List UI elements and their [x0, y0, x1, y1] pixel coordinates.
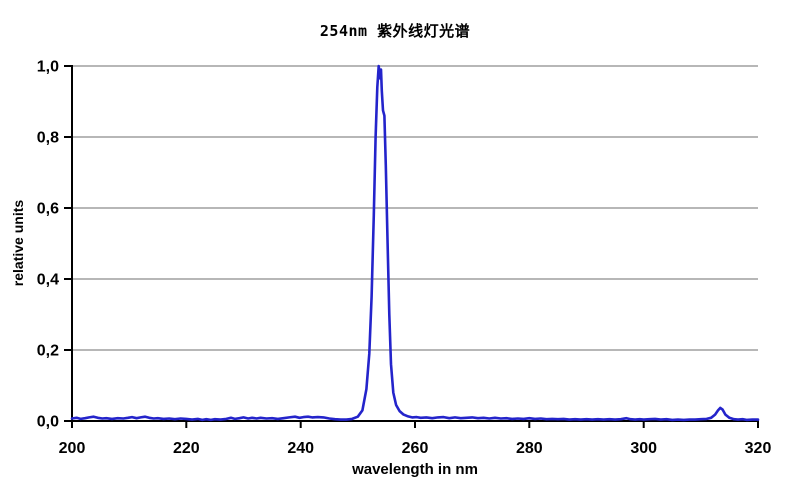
- y-tick-label: 0,8: [37, 130, 59, 147]
- y-tick-label: 0,2: [37, 343, 59, 360]
- y-axis-label: relative units: [10, 199, 26, 287]
- x-axis-label: wavelength in nm: [352, 461, 478, 478]
- y-tick-label: 0,6: [37, 201, 59, 218]
- spectrum-line: [70, 64, 760, 422]
- x-tick-label: 260: [402, 440, 429, 457]
- y-tick-label: 0,0: [37, 414, 59, 431]
- x-tick-label: 280: [516, 440, 543, 457]
- x-tick-label: 240: [287, 440, 314, 457]
- y-tick-label: 1,0: [37, 59, 59, 76]
- y-tick-label: 0,4: [37, 272, 59, 289]
- x-tick-label: 320: [745, 440, 772, 457]
- chart-title: 254nm 紫外线灯光谱: [319, 22, 471, 40]
- x-tick-label: 220: [173, 440, 200, 457]
- x-tick-label: 200: [59, 440, 86, 457]
- x-tick-label: 300: [630, 440, 657, 457]
